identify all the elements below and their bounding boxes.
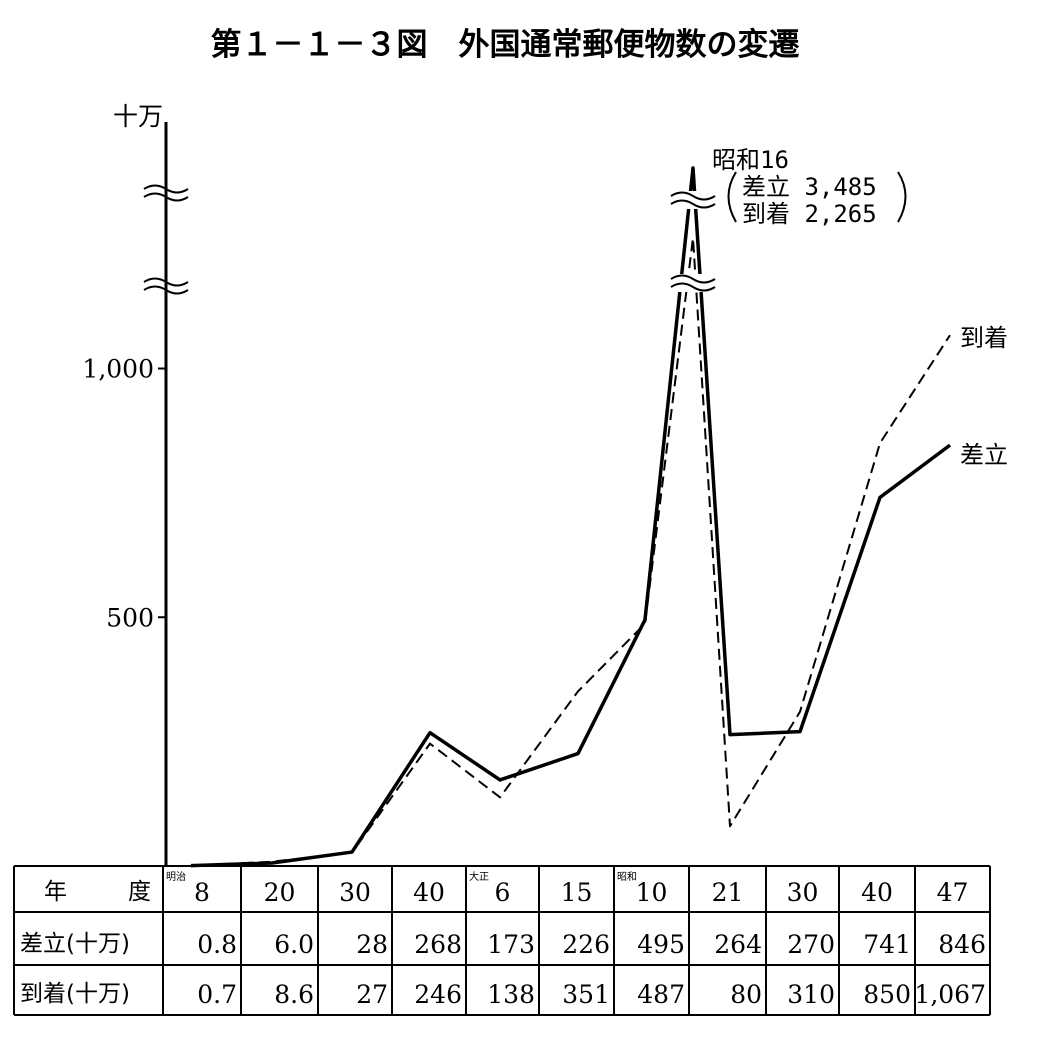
table-year-label: 20: [264, 878, 296, 907]
table-cell-差立: 268: [414, 930, 462, 959]
table-year-label: 30: [787, 878, 819, 907]
axis-break-mark: [670, 199, 716, 209]
axis-break-mark: [670, 274, 716, 284]
table-cell-差立: 226: [562, 930, 610, 959]
table-year-label: 15: [561, 878, 593, 907]
table-cell-到着: 351: [562, 980, 610, 1009]
table-cell-差立: 0.8: [197, 930, 237, 959]
table-row-label-send: 差立(十万): [20, 931, 130, 957]
peak-annotation-receive: 到着 2,265: [742, 200, 877, 228]
axis-break-mark: [143, 184, 189, 194]
table-year-label: 10: [636, 878, 668, 907]
table-cell-到着: 8.6: [274, 980, 314, 1009]
chart-title: 第１－１－３図 外国通常郵便物数の変遷: [211, 27, 800, 63]
table-cell-差立: 6.0: [274, 930, 314, 959]
table-era-label: 大正: [469, 870, 489, 883]
axis-break-mark: [143, 285, 189, 295]
table-cell-到着: 850: [863, 980, 911, 1009]
axis-break-mark: [143, 192, 189, 202]
table-year-label: 21: [712, 878, 744, 907]
table-year-label: 40: [413, 878, 445, 907]
table-era-label: 昭和: [617, 871, 637, 883]
annotation-bracket-right: [897, 171, 907, 223]
table-era-label: 明治: [166, 870, 186, 883]
axis-break-mark: [143, 277, 189, 287]
table-cell-差立: 28: [356, 930, 388, 959]
table-cell-差立: 173: [487, 930, 535, 959]
table-header-year: 年: [44, 879, 67, 905]
table-cell-到着: 80: [730, 980, 762, 1009]
table-year-label: 6: [495, 878, 511, 907]
axis-break-mark: [670, 191, 716, 201]
peak-annotation-send: 差立 3,485: [742, 173, 877, 201]
y-tick-label: 500: [106, 603, 154, 632]
series-line-差立: [190, 166, 952, 868]
peak-annotation-title: 昭和16: [712, 146, 789, 174]
table-cell-到着: 138: [487, 980, 535, 1009]
y-axis: 十万 500 1,000: [82, 102, 189, 866]
table-year-label: 30: [339, 878, 371, 907]
table-cell-差立: 495: [637, 930, 685, 959]
spike-break-gap: [669, 274, 717, 292]
axis-break-mark: [670, 282, 716, 292]
table-cell-到着: 310: [787, 980, 835, 1009]
table-cell-到着: 246: [414, 980, 462, 1009]
table-cell-到着: 0.7: [197, 980, 237, 1009]
series-line-到着: [190, 237, 951, 867]
table-year-label: 8: [194, 878, 210, 907]
y-axis-unit: 十万: [113, 102, 163, 131]
table-year-label: 47: [937, 878, 969, 907]
table-header-year: 度: [128, 879, 151, 905]
annotation-bracket-left: [727, 171, 737, 223]
series-label-到着: 到着: [960, 324, 1008, 352]
spike-break-gap: [669, 191, 717, 209]
series-label-差立: 差立: [960, 441, 1008, 469]
table-cell-差立: 741: [863, 930, 911, 959]
table-year-label: 40: [861, 878, 893, 907]
table-cell-差立: 270: [787, 930, 835, 959]
table-row-label-receive: 到着(十万): [20, 981, 130, 1007]
y-tick-label: 1,000: [82, 355, 154, 384]
table-cell-到着: 487: [637, 980, 685, 1009]
table-cell-差立: 846: [938, 930, 986, 959]
table-cell-到着: 1,067: [914, 980, 986, 1009]
table-cell-差立: 264: [714, 930, 762, 959]
table-cell-到着: 27: [356, 980, 388, 1009]
